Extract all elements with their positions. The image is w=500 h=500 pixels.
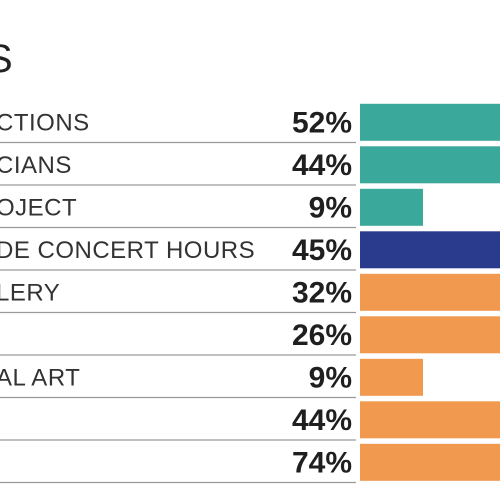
value-label: 26%: [292, 319, 352, 352]
bar: [360, 273, 500, 311]
chart-rows: CTIONS 52% CIANS 44% OJECT 9% DE CONCERT HOURS…: [0, 103, 500, 484]
bar: [360, 231, 500, 269]
bar: [360, 443, 500, 481]
value-label: 9%: [309, 191, 352, 224]
value-label: 44%: [292, 149, 352, 182]
bar: [360, 188, 423, 226]
value-label: 74%: [292, 446, 352, 479]
bar: [360, 146, 500, 184]
chart-title-fragment: S: [0, 37, 13, 81]
category-label: LERY: [0, 279, 60, 306]
category-label: DE CONCERT HOURS: [0, 237, 255, 264]
bar: [360, 401, 500, 439]
value-label: 32%: [292, 276, 352, 309]
category-label: CTIONS: [0, 109, 90, 136]
bar: [360, 103, 500, 141]
value-label: 44%: [292, 404, 352, 437]
bar: [360, 316, 500, 354]
bar: [360, 358, 423, 396]
value-label: 52%: [292, 106, 352, 139]
category-label: OJECT: [0, 194, 77, 221]
value-label: 9%: [309, 361, 352, 394]
category-label: CIANS: [0, 152, 72, 179]
category-label: AL ART: [0, 364, 80, 391]
value-label: 45%: [292, 234, 352, 267]
